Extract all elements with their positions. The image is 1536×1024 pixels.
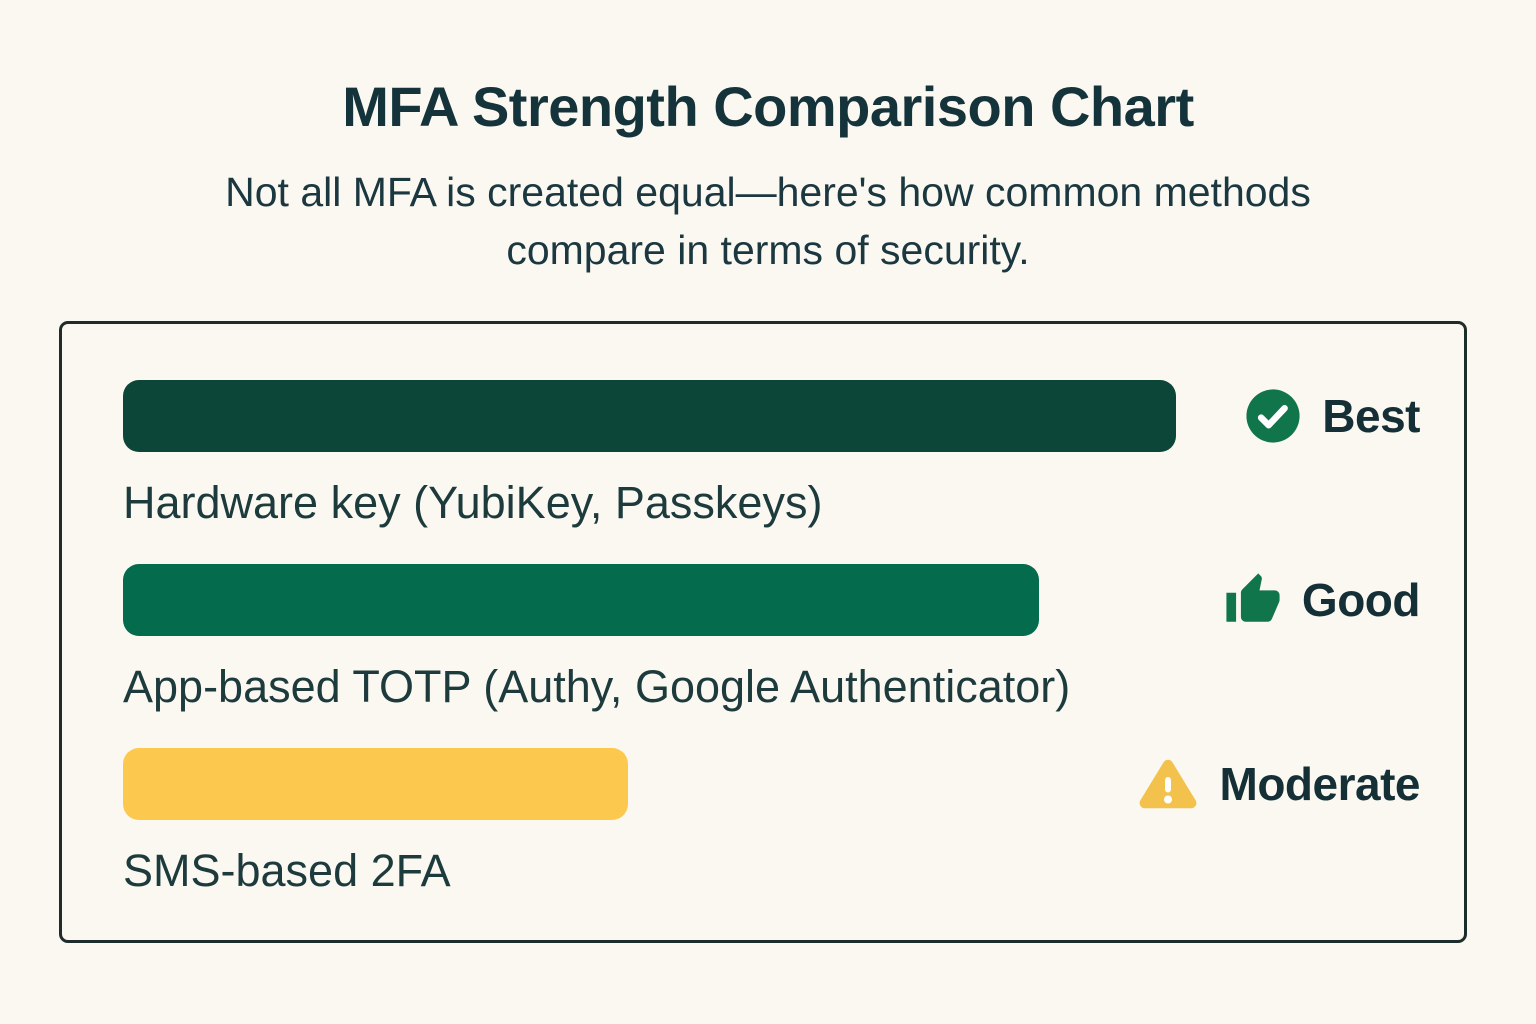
warning-triangle-icon (1136, 753, 1200, 815)
bar-label-totp: App-based TOTP (Authy, Google Authentica… (123, 661, 1071, 712)
check-circle-icon (1244, 387, 1302, 445)
thumbs-up-icon (1224, 571, 1282, 629)
mfa-row-hardware-key: Hardware key (YubiKey, Passkeys) Best (123, 380, 1420, 530)
bar-label-hardware-key: Hardware key (YubiKey, Passkeys) (123, 477, 823, 528)
rating-label: Moderate (1219, 758, 1421, 810)
strength-bar-hardware-key (123, 380, 1177, 452)
rating-label: Good (1301, 574, 1421, 626)
chart-header: MFA Strength Comparison Chart Not all MF… (0, 0, 1536, 279)
mfa-row-sms: SMS-based 2FA Moderate (123, 748, 1421, 898)
rating-badge-good: Good (1224, 564, 1421, 636)
rating-label: Best (1322, 390, 1420, 442)
rating-badge-best: Best (1244, 380, 1420, 452)
page-subtitle: Not all MFA is created equal—here's how … (225, 169, 1311, 274)
comparison-panel: Hardware key (YubiKey, Passkeys) Best Ap… (59, 321, 1467, 943)
page-title: MFA Strength Comparison Chart (342, 75, 1194, 138)
strength-bar-sms (123, 748, 628, 820)
strength-bar-totp (123, 564, 1039, 636)
rating-badge-moderate: Moderate (1136, 748, 1421, 820)
mfa-row-totp: App-based TOTP (Authy, Google Authentica… (123, 564, 1421, 714)
bar-label-sms: SMS-based 2FA (123, 845, 451, 896)
